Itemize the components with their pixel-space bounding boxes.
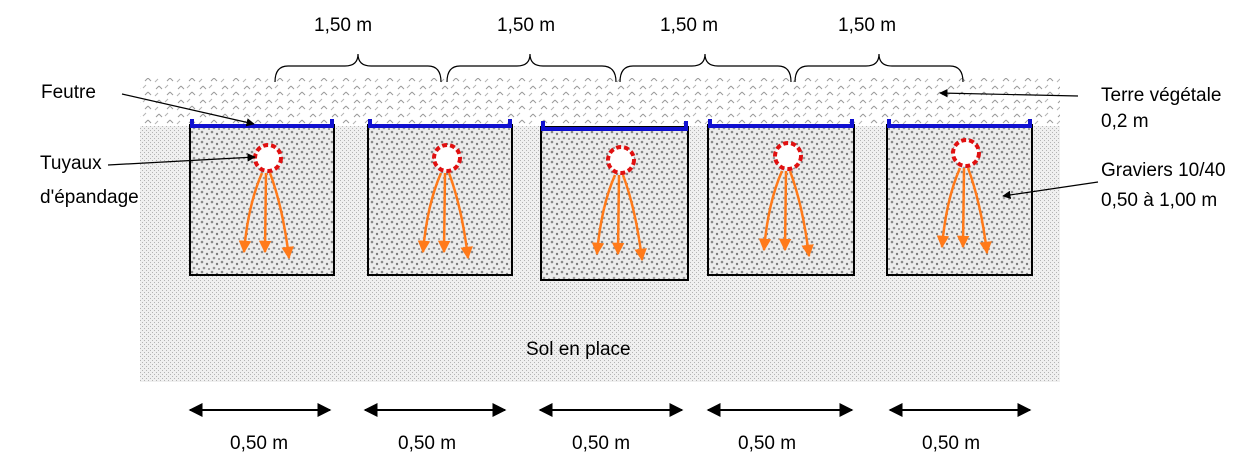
sol-label: Sol en place [526,339,631,360]
pipe-icon [606,145,636,175]
terre-vegetale-layer [140,78,1060,126]
tuyaux-pointer [107,153,256,166]
pipe-icon [253,143,283,173]
spacing-label: 1,50 m [660,15,718,36]
width-label: 0,50 m [738,433,796,454]
graviers-pointer [1002,181,1099,200]
width-label: 0,50 m [398,433,456,454]
tuyaux-label-line1: Tuyaux [40,153,102,174]
feutre-pointer [121,93,255,127]
spacing-label: 1,50 m [838,15,896,36]
trench-5 [886,119,1033,276]
feutre-label: Feutre [41,82,96,103]
width-label: 0,50 m [572,433,630,454]
tuyaux-label-line2: d'épandage [40,187,139,208]
terre-pointer [939,88,1079,98]
pipe-icon [951,138,981,168]
width-label: 0,50 m [230,433,288,454]
spacing-brace [794,53,964,83]
spacing-brace [619,53,792,83]
terre-label-line2: 0,2 m [1101,111,1149,132]
trench-1 [189,119,335,276]
width-label: 0,50 m [922,433,980,454]
pipe-icon [432,143,462,173]
trench-4 [707,119,855,276]
pipe-icon [773,141,803,171]
spacing-label: 1,50 m [497,15,555,36]
spacing-brace [274,53,442,83]
terre-label-line1: Terre végétale [1101,85,1221,106]
spacing-label: 1,50 m [314,15,372,36]
graviers-label-line1: Graviers 10/40 [1101,160,1226,181]
trench-2 [367,119,513,276]
trench-3 [540,121,689,281]
graviers-label-line2: 0,50 à 1,00 m [1101,190,1217,211]
spacing-brace [446,53,617,83]
